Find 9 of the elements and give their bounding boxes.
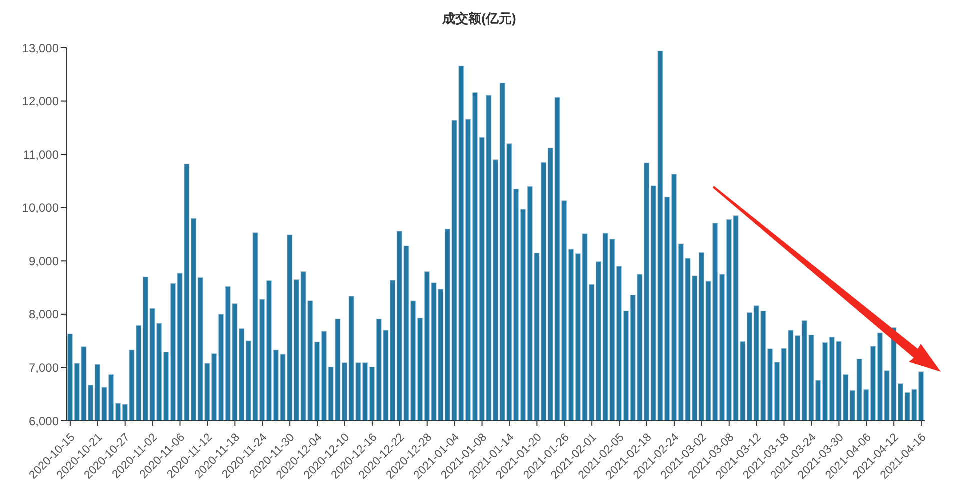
- y-tick-label: 9,000: [28, 254, 60, 268]
- y-tick-label: 10,000: [22, 201, 60, 216]
- y-tick-label: 13,000: [22, 41, 60, 56]
- y-tick-label: 8,000: [28, 308, 60, 322]
- y-tick-label: 12,000: [22, 94, 60, 109]
- y-tick-label: 7,000: [28, 360, 60, 375]
- y-tick-label: 11,000: [23, 148, 60, 162]
- chart-title: 成交额(亿元): [441, 10, 518, 28]
- y-tick-label: 6,000: [28, 414, 60, 428]
